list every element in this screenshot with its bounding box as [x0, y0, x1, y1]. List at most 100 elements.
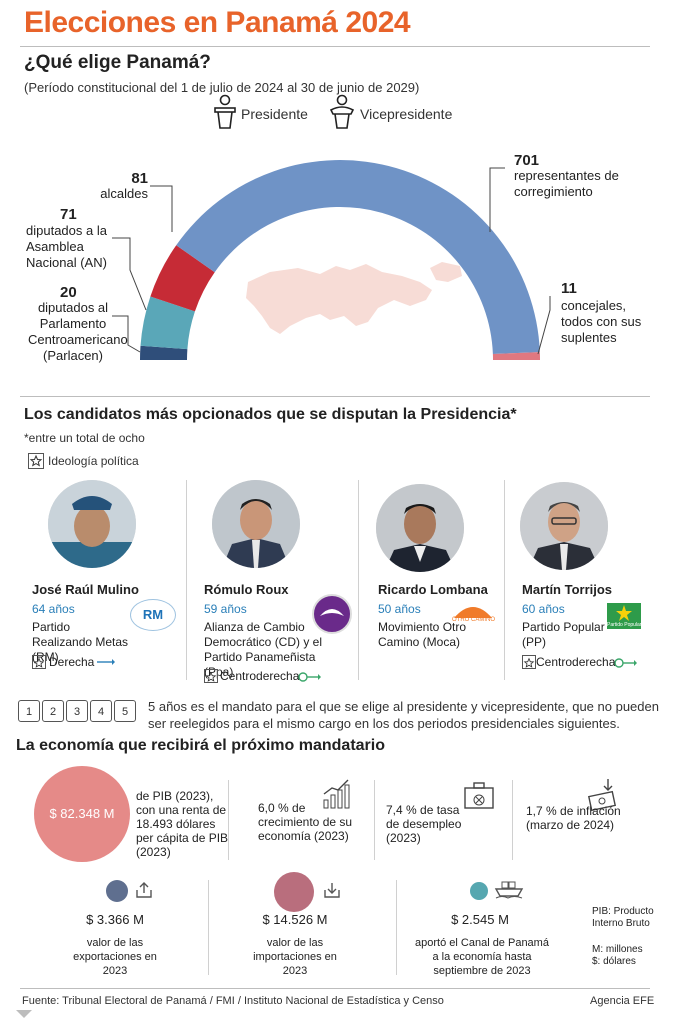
footer-pointer	[16, 1010, 32, 1018]
arc-segments	[140, 159, 540, 360]
panama-map-east	[430, 262, 462, 282]
calendar-icon: 5	[114, 700, 136, 722]
panama-map	[246, 264, 432, 334]
candidate-photo	[520, 482, 608, 570]
growth-chart-icon	[322, 778, 350, 810]
inflation-text: 1,7 % de inflación (marzo de 2024)	[526, 804, 621, 832]
ship-icon	[494, 878, 524, 900]
exports-value: $ 3.366 M	[86, 912, 144, 927]
imports-dot	[274, 872, 314, 912]
pib-value: $ 82.348 M	[49, 806, 115, 821]
diputados-an-label: diputados a la Asamblea Nacional (AN)	[26, 223, 107, 270]
briefcase-icon	[462, 778, 496, 812]
divider	[208, 880, 209, 975]
concejales-count: 11	[561, 280, 577, 297]
party-logo: Partido Popular	[607, 603, 641, 629]
candidate-age: 50 años	[378, 602, 421, 616]
divider	[512, 780, 513, 860]
candidate-age: 59 años	[204, 602, 247, 616]
candidate-party: Partido Popular (PP)	[522, 620, 605, 649]
calendar-icons: 1 2 3 4 5	[18, 700, 138, 724]
imports-text: valor de las importaciones en 2023	[253, 937, 337, 977]
candidate-name: Ricardo Lombana	[378, 582, 488, 597]
party-logo-text: OTRO CAMINO	[452, 617, 495, 623]
title-rule	[20, 46, 650, 47]
star-icon	[522, 655, 536, 669]
arc-segment-diputados-an	[140, 296, 195, 350]
candidate-party: Alianza de Cambio Democrático (CD) y el …	[204, 620, 323, 679]
candidate-age: 60 años	[522, 602, 565, 616]
arc-segment-alcaldes	[150, 245, 215, 312]
representantes-label: representantes de corregimiento	[514, 168, 619, 199]
candidate-name: Martín Torrijos	[522, 582, 613, 597]
candidate-party: Movimiento Otro Camino (Moca)	[378, 620, 467, 649]
period-text: (Período constitucional del 1 de julio d…	[24, 80, 420, 95]
canal-dot	[470, 882, 488, 900]
arrow-right-icon	[614, 656, 638, 668]
party-logo: OTRO CAMINO	[452, 600, 495, 626]
exports-text: valor de las exportaciones en 2023	[73, 937, 157, 977]
arc-segment-concejales	[492, 352, 540, 360]
alcaldes-count: 81	[131, 170, 148, 187]
divider	[228, 780, 229, 860]
candidate-photo	[48, 480, 136, 568]
divider	[396, 880, 397, 975]
star-icon	[32, 655, 46, 669]
footer-agency: Agencia EFE	[590, 995, 655, 1007]
calendar-icon: 2	[42, 700, 64, 722]
candidate-ideology: Centroderecha	[220, 669, 300, 683]
candidate-name: Rómulo Roux	[204, 582, 289, 597]
divider	[504, 480, 505, 680]
glossary-units: M: millones $: dólares	[592, 944, 643, 967]
imports-value: $ 14.526 M	[262, 912, 328, 927]
canal-value: $ 2.545 M	[451, 912, 509, 927]
exports-dot	[106, 880, 128, 902]
calendar-icon: 3	[66, 700, 88, 722]
star-icon	[28, 453, 44, 469]
candidate-age: 64 años	[32, 602, 75, 616]
pib-text: de PIB (2023), con una renta de 18.493 d…	[136, 789, 229, 859]
money-down-icon	[586, 778, 620, 812]
footer-rule	[20, 988, 650, 989]
calendar-icon: 4	[90, 700, 112, 722]
arrow-right-icon	[298, 670, 322, 682]
growth-text: 6,0 % de crecimiento de su economía (202…	[258, 801, 353, 843]
canal-text: aportó el Canal de Panamá a la economía …	[415, 937, 549, 977]
legend-presidente: Presidente	[241, 106, 308, 122]
divider	[374, 780, 375, 860]
candidate-ideology: Centroderecha	[536, 655, 616, 669]
podium-icon	[210, 94, 240, 130]
diputados-an-count: 71	[60, 206, 77, 223]
term-note: 5 años es el mandato para el que se elig…	[148, 699, 659, 731]
section-question: ¿Qué elige Panamá?	[24, 52, 211, 73]
leader-lines	[112, 167, 551, 355]
section-rule	[20, 396, 650, 397]
candidate-photo	[376, 484, 464, 572]
alcaldes-label: alcaldes	[100, 186, 148, 201]
legend-vicepresidente: Vicepresidente	[360, 106, 453, 122]
parlacen-label: diputados al Parlamento Centroamericano …	[28, 300, 128, 363]
upload-icon	[134, 880, 154, 900]
parlacen-count: 20	[60, 284, 77, 301]
concejales-label: concejales, todos con sus suplentes	[561, 298, 642, 345]
seat-arc	[140, 159, 540, 360]
star-icon	[204, 669, 218, 683]
economy-title: La economía que recibirá el próximo mand…	[16, 737, 385, 754]
candidate-photo	[212, 480, 300, 568]
arc-segment-representantes	[176, 159, 540, 355]
podium-icon	[327, 94, 357, 130]
party-logo	[312, 594, 352, 634]
party-logo: RM	[130, 599, 176, 631]
divider	[358, 480, 359, 680]
glossary-pib: PIB: Producto Interno Bruto	[592, 906, 654, 929]
calendar-icon: 1	[18, 700, 40, 722]
party-logo-text: Partido Popular	[607, 622, 642, 628]
candidate-ideology: Derecha	[49, 655, 95, 669]
arrow-right-icon	[96, 655, 116, 667]
pib-circle	[34, 766, 130, 862]
footer-source: Fuente: Tribunal Electoral de Panamá / F…	[22, 995, 444, 1007]
candidates-note: *entre un total de ocho	[24, 431, 145, 445]
main-title: Elecciones en Panamá 2024	[24, 6, 411, 39]
representantes-count: 701	[514, 152, 540, 169]
download-icon	[322, 880, 342, 900]
